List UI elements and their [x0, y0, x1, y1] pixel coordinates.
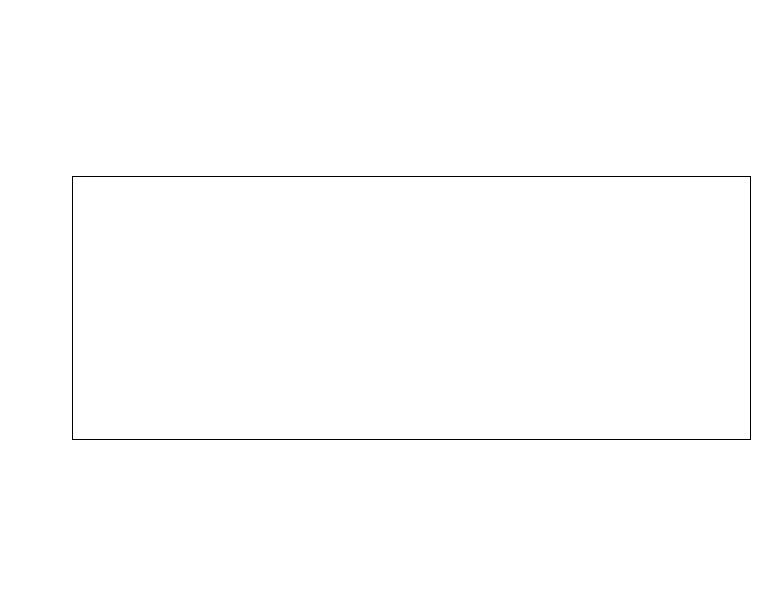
colorbar	[163, 522, 643, 542]
rainfall-map-canvas	[73, 177, 749, 438]
map-plot-area	[72, 176, 751, 440]
